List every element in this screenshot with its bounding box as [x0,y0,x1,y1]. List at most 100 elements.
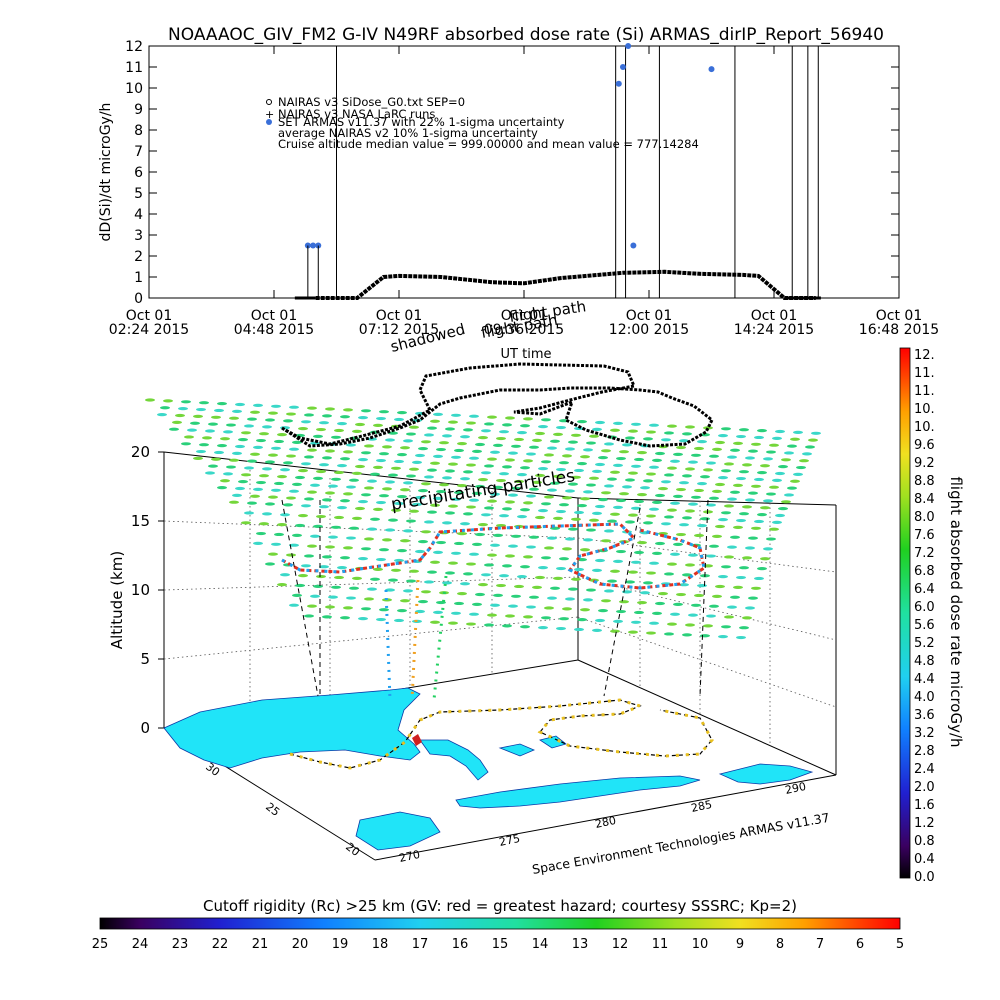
particle-dot [364,444,374,448]
particle-dot [379,494,389,498]
particle-dot [430,419,440,423]
particle-dot [361,493,371,497]
particle-dot [391,568,401,572]
particle-dot [706,503,716,507]
particle-dot [400,446,410,450]
particle-dot [553,516,563,521]
particle-dot [460,582,470,586]
particle-dot [235,402,245,407]
particle-dot [391,466,401,470]
particle-dot [403,529,413,533]
particle-dot [676,532,686,537]
particle-dot [613,619,623,624]
particle-dot [391,508,401,512]
particle-dot [655,493,665,498]
particle-dot [430,620,440,624]
particle-dot [727,545,737,549]
particle-dot [457,592,467,596]
particle-dot [286,412,296,416]
particle-dot [256,480,266,485]
particle-dot [601,599,611,603]
particle-dot [721,625,731,629]
land-gulf-coast [163,687,421,769]
particle-dot [772,520,782,524]
particle-dot [583,448,593,452]
dose-colorbar-tick-label: 6.8 [914,564,935,579]
particle-dot [778,507,788,511]
particle-dot [649,423,659,427]
particle-dot [508,451,518,455]
flight-track-altitude [281,362,714,448]
particle-dot [649,561,659,565]
particle-dot [175,413,185,418]
particle-dot [235,486,245,491]
particle-dot [739,566,749,570]
cutoff-colorbar-gradient [99,917,901,930]
particle-dot [337,464,347,468]
particle-dot [667,622,677,626]
cutoff-colorbar-tick-label: 22 [212,937,229,952]
dose-colorbar-tick-label: 1.6 [914,798,935,813]
x-tick-label-date: Oct 01 [501,308,547,324]
particle-dot [511,486,521,490]
particle-dot [271,542,281,546]
particle-dot [748,536,758,540]
particle-dot [541,460,551,464]
particle-dot [781,458,791,462]
particle-dot [592,568,602,572]
particle-dot [679,439,689,443]
particle-dot [370,472,380,476]
particle-dot [445,571,455,575]
particle-dot [589,518,599,522]
particle-dot [259,432,269,436]
particle-dot [610,569,620,573]
particle-dot [307,448,317,452]
particle-dot [550,586,560,590]
particle-dot [676,445,686,450]
particle-dot [376,416,386,421]
particle-dot [325,407,335,411]
dose-colorbar-tick-label: 4.8 [914,654,935,669]
particle-dot [616,549,626,554]
particle-dot [415,549,425,554]
particle-dot [688,460,698,464]
particle-dot [574,468,584,473]
particle-dot [478,583,488,587]
particle-dot [496,478,506,483]
particle-dot [346,596,356,600]
particle-dot [565,597,575,601]
particle-dot [418,540,428,544]
particle-dot [796,465,806,470]
particle-dot [319,421,329,425]
particle-dot [679,583,689,587]
particle-dot [595,462,605,467]
particle-dot [397,495,407,499]
particle-dot [418,489,428,493]
particle-dot [745,498,755,502]
y-tick-label: 8 [134,123,143,139]
particle-dot [340,556,350,560]
particle-dot [544,546,554,550]
particle-dot [751,586,761,590]
particle-dot [358,416,368,420]
particle-dot [412,502,422,506]
particle-dot [403,589,413,593]
particle-dot [691,453,701,457]
particle-dot [478,436,488,440]
particle-dot [208,464,218,468]
legend-entry-armas: SET ARMAS v11.37 with 22% 1-sigma uncert… [278,115,565,129]
particle-dot [532,438,542,442]
particle-dot [217,402,227,406]
particle-dot [682,474,692,478]
particle-dot [718,575,728,579]
particle-dot [721,565,731,569]
particle-dot [265,418,275,422]
particle-dot [517,431,527,435]
particle-dot [709,496,719,500]
particle-dot [271,488,281,492]
particle-dot [424,580,434,584]
particle-dot [733,585,743,590]
particle-dot [505,554,515,558]
